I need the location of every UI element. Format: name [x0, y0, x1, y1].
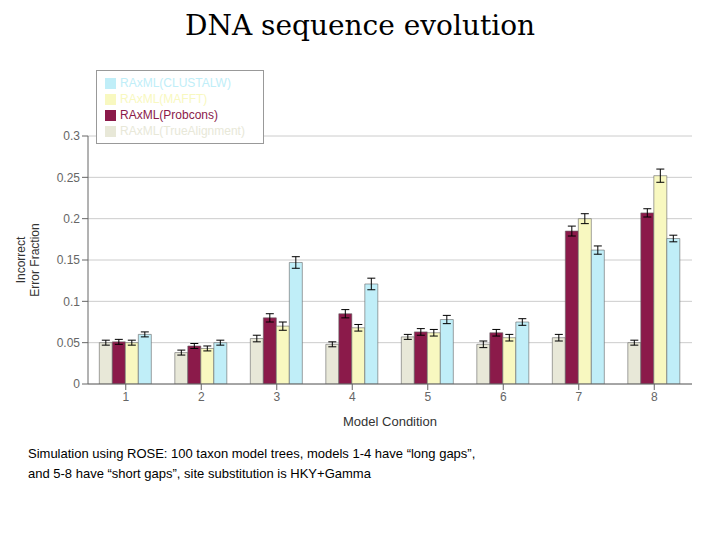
svg-text:4: 4 — [349, 390, 356, 404]
svg-text:Model Condition: Model Condition — [343, 414, 437, 429]
svg-text:0.2: 0.2 — [63, 212, 80, 226]
svg-text:IncorrectError Fraction: IncorrectError Fraction — [14, 223, 42, 296]
svg-text:6: 6 — [500, 390, 507, 404]
svg-text:2: 2 — [198, 390, 205, 404]
html-text:RAxML(Probcons): RAxML(Probcons) — [120, 108, 218, 122]
svg-text:0.1: 0.1 — [63, 295, 80, 309]
html-text:Simulation using ROSE: 100 tax: Simulation using ROSE: 100 taxon model t… — [28, 446, 476, 481]
svg-text:0.05: 0.05 — [57, 336, 81, 350]
svg-text:5: 5 — [424, 390, 431, 404]
svg-text:8: 8 — [651, 390, 658, 404]
svg-text:7: 7 — [575, 390, 582, 404]
html-text:DNA sequence evolution: DNA sequence evolution — [185, 9, 535, 42]
svg-text:0: 0 — [73, 377, 80, 391]
svg-text:1: 1 — [122, 390, 129, 404]
html-text:RAxML(CLUSTALW): RAxML(CLUSTALW) — [120, 76, 231, 90]
svg-text:0.15: 0.15 — [57, 253, 81, 267]
html-text:RAxML(TrueAlignment): RAxML(TrueAlignment) — [120, 124, 245, 138]
svg-text:3: 3 — [273, 390, 280, 404]
html-text:RAxML(MAFFT): RAxML(MAFFT) — [120, 92, 208, 106]
svg-text:0.25: 0.25 — [57, 171, 81, 185]
svg-text:0.3: 0.3 — [63, 129, 80, 143]
